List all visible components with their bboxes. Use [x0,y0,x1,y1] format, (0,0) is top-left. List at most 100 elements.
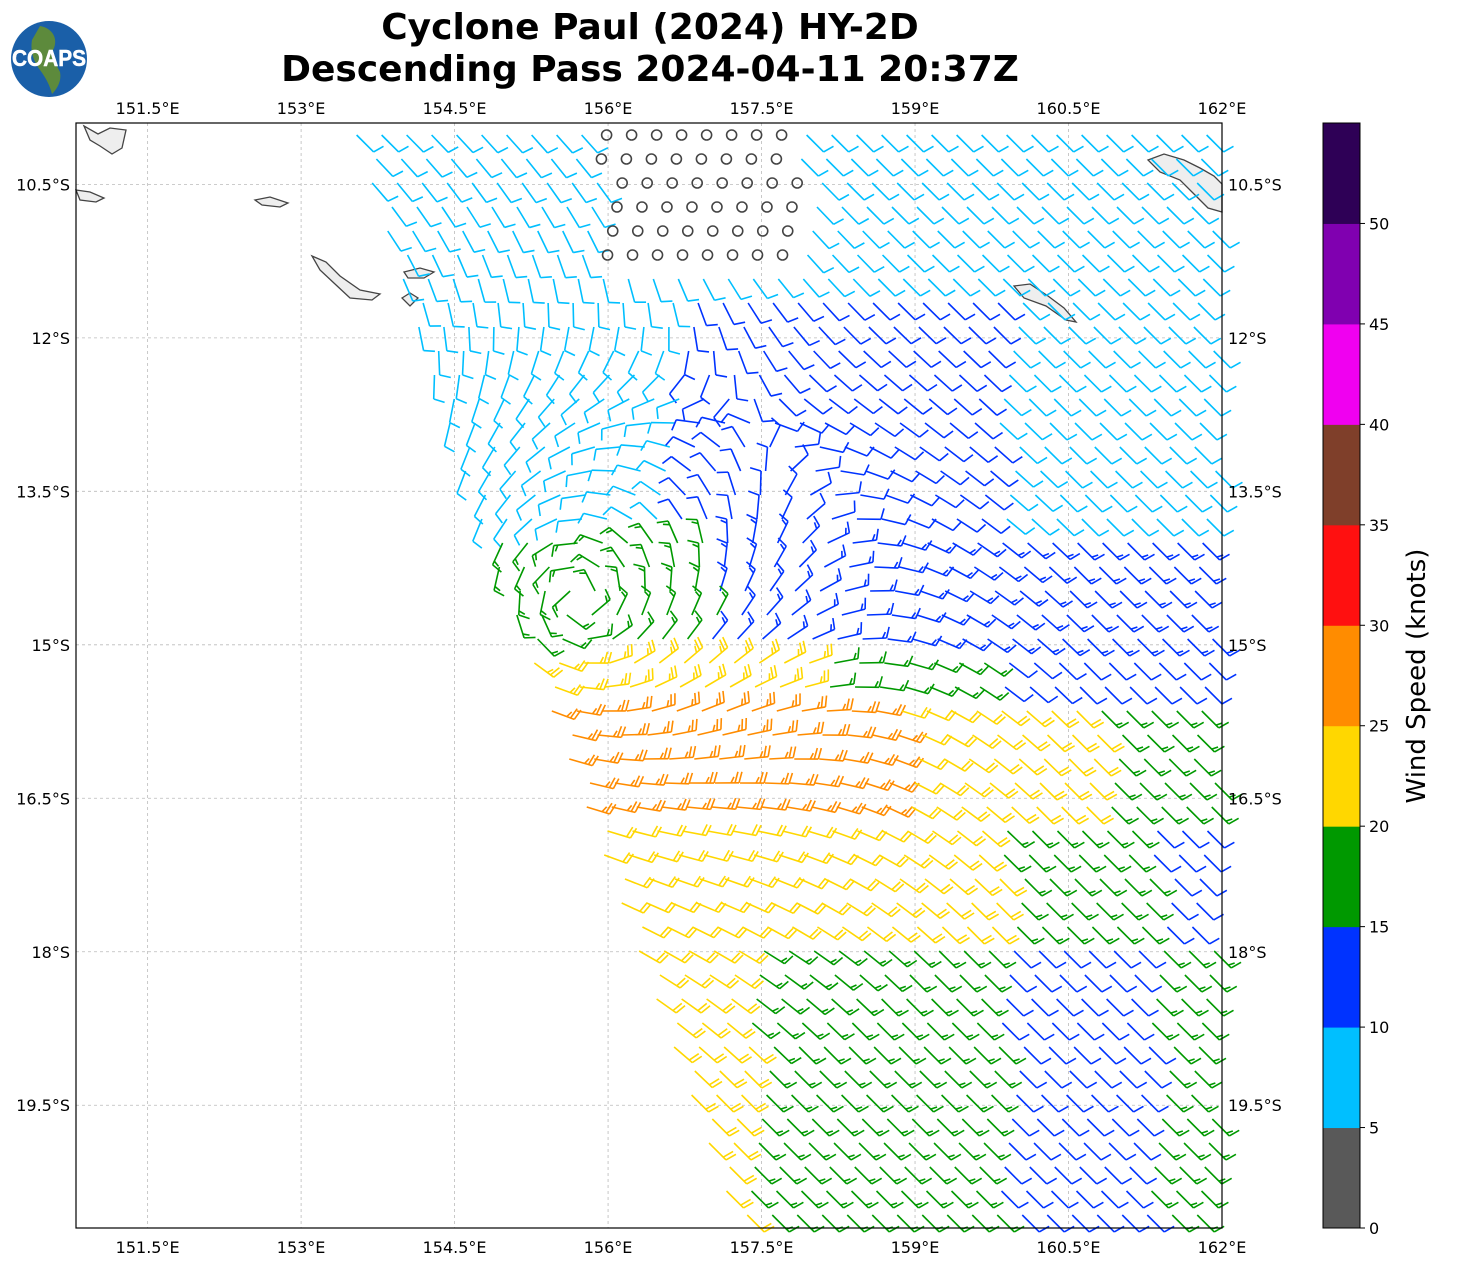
barb-feather [1124,841,1135,849]
barb-staff [1204,686,1223,705]
barb-feather [1146,842,1154,846]
barb-staff [1006,254,1026,273]
barb-feather [534,581,539,589]
barb-feather [1173,529,1185,537]
barb-feather [1055,961,1067,969]
lon-tick-label: 151.5°E [116,99,180,118]
lon-tick-label: 159°E [891,99,940,118]
wind-barb [520,470,542,497]
wind-barb [1099,878,1128,897]
barb-staff [477,278,486,303]
barb-feather [1210,769,1222,777]
wind-barb [658,637,680,664]
wind-barb [446,182,473,203]
barb-feather [1186,457,1198,465]
barb-feather [802,640,807,653]
wind-barb [894,446,925,461]
wind-barb [998,566,1029,583]
wind-barb [1158,374,1187,393]
wind-barb [932,830,962,846]
barb-feather [583,639,593,650]
barb-staff [554,422,576,437]
wind-barb [571,182,598,204]
barb-feather [1126,385,1137,393]
barb-feather [1175,1153,1187,1161]
barb-feather [809,752,815,760]
barb-feather [989,313,1001,321]
barb-feather [825,983,833,988]
barb-feather [1056,793,1068,801]
barb-feather [1064,313,1076,321]
wind-barb [956,518,987,533]
barb-feather [1230,961,1242,969]
wind-barb [481,254,503,279]
barb-feather [1195,865,1207,873]
wind-barb [537,398,555,428]
barb-staff [461,350,465,376]
barb-feather [882,651,887,663]
barb-feather [874,984,882,989]
wind-barb [1121,182,1150,201]
barb-feather [833,956,844,966]
lat-tick-label: 13.5°S [16,482,70,501]
barb-feather [1061,769,1072,777]
barb-staff [418,326,425,351]
barb-staff [761,1118,780,1137]
barb-feather [1015,1057,1027,1065]
barb-feather [493,350,505,355]
barb-feather [927,834,937,844]
wind-barb [591,588,611,616]
barb-staff [806,998,826,1016]
barb-staff [1050,158,1069,177]
wind-barb [659,974,690,989]
barb-staff [1098,1046,1117,1065]
barb-feather [885,626,890,639]
barb-staff [1136,1118,1155,1137]
wind-barb [635,459,666,472]
barb-feather [1205,361,1216,369]
barb-feather [750,1005,761,1014]
barb-feather [838,749,844,761]
barb-feather [587,469,593,482]
wind-barb [621,902,652,914]
wind-barb [719,448,742,472]
wind-barb [627,522,654,544]
barb-staff [1202,278,1221,297]
barb-staff [552,278,559,303]
barb-feather [1011,620,1021,630]
barb-feather [1040,1057,1052,1065]
wind-barb [1166,926,1195,945]
barb-feather [1151,505,1163,513]
barb-feather [1101,505,1113,513]
barb-feather [1132,481,1143,489]
wind-barb [1116,1094,1144,1113]
barb-staff [1178,398,1197,417]
barb-feather [1192,169,1204,177]
wind-barb [657,498,683,520]
barb-staff [531,422,551,440]
wind-barb [775,129,788,141]
wind-barb [525,158,553,179]
barb-staff [1158,662,1177,681]
wind-barb [983,662,1014,677]
barb-feather [968,1033,980,1041]
barb-staff [668,374,686,395]
barb-staff [525,158,543,179]
barb-feather [738,745,742,757]
wind-barb [983,1142,1012,1161]
barb-feather [963,615,972,626]
barb-feather [520,485,527,497]
wind-barb [943,758,974,772]
barb-staff [525,446,546,463]
wind-barb [816,1094,844,1113]
wind-barb [1138,950,1167,969]
barb-feather [748,617,752,625]
barb-feather [858,1082,866,1086]
wind-barb [966,926,995,945]
wind-barb [912,635,943,647]
wind-barb [1009,974,1038,993]
wind-barb [576,703,607,716]
barb-staff [1099,422,1118,441]
barb-feather [1223,145,1234,153]
barb-staff [1019,446,1038,464]
